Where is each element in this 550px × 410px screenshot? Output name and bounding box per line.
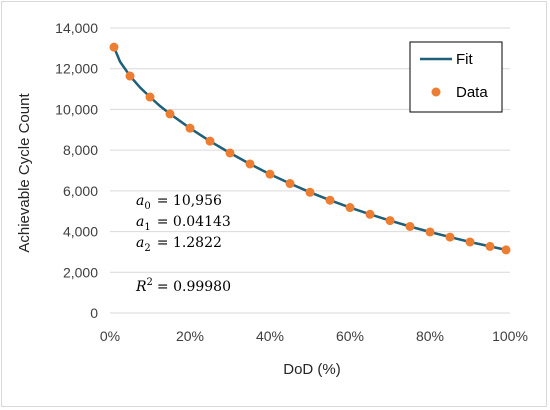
- data-point: [145, 92, 155, 102]
- y-tick-label: 8,000: [63, 142, 98, 158]
- legend-fit-label: Fit: [456, 51, 473, 68]
- y-tick-label: 14,000: [55, 20, 98, 36]
- legend-data-label: Data: [456, 84, 488, 101]
- y-axis-title: Achievable Cycle Count: [16, 93, 33, 253]
- annotation-line: a2 = 1.2822: [136, 235, 222, 254]
- data-point: [385, 216, 395, 226]
- data-point: [501, 245, 511, 255]
- data-point: [305, 187, 315, 197]
- y-tick-label: 4,000: [63, 224, 98, 240]
- annotation-line: R2 = 0.99980: [135, 277, 231, 295]
- x-axis-title: DoD (%): [283, 361, 341, 378]
- data-point: [485, 241, 495, 251]
- x-tick-label: 0%: [100, 328, 120, 344]
- annotation-line: a1 = 0.04143: [136, 214, 231, 233]
- data-point: [205, 136, 215, 146]
- data-point: [225, 148, 235, 158]
- y-tick-label: 0: [90, 305, 98, 321]
- data-point: [125, 71, 135, 81]
- data-point: [265, 169, 275, 179]
- legend: Fit Data: [409, 41, 503, 113]
- data-point: [165, 109, 175, 119]
- data-point: [325, 195, 335, 205]
- x-tick-label: 20%: [176, 328, 204, 344]
- data-point: [365, 209, 375, 219]
- y-tick-label: 6,000: [63, 183, 98, 199]
- legend-data-swatch: [431, 87, 441, 97]
- data-point: [109, 42, 119, 52]
- data-point: [425, 227, 435, 237]
- y-tick-label: 12,000: [55, 61, 98, 77]
- y-tick-label: 2,000: [63, 264, 98, 280]
- gridlines: [110, 27, 510, 314]
- x-tick-label: 60%: [336, 328, 364, 344]
- y-tick-label: 10,000: [55, 101, 98, 117]
- data-point: [405, 221, 415, 231]
- data-point: [285, 179, 295, 189]
- data-point: [345, 203, 355, 213]
- x-tick-label: 100%: [492, 328, 528, 344]
- x-tick-label: 80%: [416, 328, 444, 344]
- y-tick-labels: 0 2,000 4,000 6,000 8,000 10,000 12,000 14,000: [55, 20, 98, 321]
- data-point: [465, 237, 475, 247]
- fit-parameters-annotation: a0 = 10,956 a1 = 0.04143 a2 = 1.2822 R2 = 0.999…: [135, 193, 231, 295]
- data-point: [185, 123, 195, 133]
- x-tick-label: 40%: [256, 328, 284, 344]
- legend-box: [409, 41, 503, 113]
- data-point: [445, 232, 455, 242]
- data-point: [245, 159, 255, 169]
- annotation-line: a0 = 10,956: [136, 193, 222, 212]
- x-tick-labels: 0% 20% 40% 60% 80% 100%: [100, 328, 528, 344]
- series: [109, 42, 511, 255]
